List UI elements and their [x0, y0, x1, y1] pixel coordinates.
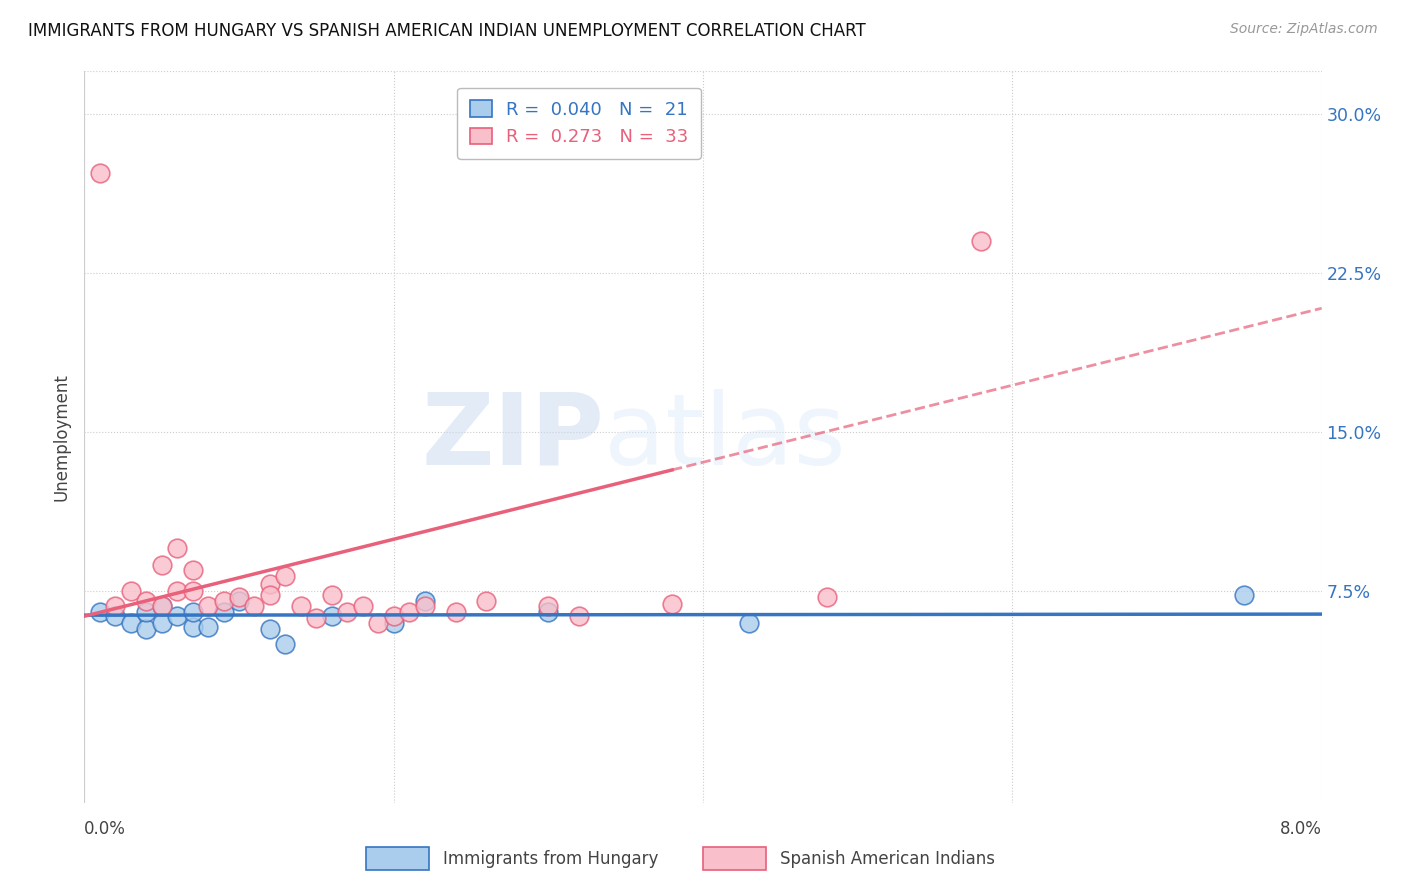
Point — [290, 599, 312, 613]
Text: 8.0%: 8.0% — [1279, 820, 1322, 838]
Point — [382, 609, 405, 624]
Point — [228, 590, 250, 604]
Point — [274, 637, 297, 651]
Point — [181, 583, 204, 598]
Point — [259, 577, 281, 591]
Point — [212, 605, 235, 619]
Point — [259, 622, 281, 636]
Point — [661, 597, 683, 611]
Point — [89, 166, 111, 180]
Point — [228, 594, 250, 608]
Text: Spanish American Indians: Spanish American Indians — [780, 850, 995, 868]
Point — [166, 583, 188, 598]
Point — [537, 599, 560, 613]
Text: Immigrants from Hungary: Immigrants from Hungary — [443, 850, 658, 868]
Point — [352, 599, 374, 613]
Point — [212, 594, 235, 608]
Text: Source: ZipAtlas.com: Source: ZipAtlas.com — [1230, 22, 1378, 37]
Point — [135, 622, 157, 636]
Point — [104, 609, 127, 624]
Point — [738, 615, 761, 630]
Point — [166, 609, 188, 624]
Point — [166, 541, 188, 556]
Point — [181, 563, 204, 577]
Point — [135, 594, 157, 608]
Point — [259, 588, 281, 602]
Point — [398, 605, 420, 619]
Point — [120, 583, 142, 598]
Point — [568, 609, 591, 624]
Point — [120, 615, 142, 630]
Point — [336, 605, 359, 619]
Point — [321, 588, 343, 602]
Point — [181, 605, 204, 619]
Point — [197, 599, 219, 613]
Point — [197, 620, 219, 634]
Text: IMMIGRANTS FROM HUNGARY VS SPANISH AMERICAN INDIAN UNEMPLOYMENT CORRELATION CHAR: IMMIGRANTS FROM HUNGARY VS SPANISH AMERI… — [28, 22, 866, 40]
Point — [150, 599, 173, 613]
Point — [135, 605, 157, 619]
Y-axis label: Unemployment: Unemployment — [52, 373, 70, 501]
Point — [413, 594, 436, 608]
Point — [382, 615, 405, 630]
Point — [475, 594, 498, 608]
Point — [444, 605, 467, 619]
Point — [815, 590, 838, 604]
Point — [89, 605, 111, 619]
Point — [243, 599, 266, 613]
Point — [970, 234, 993, 248]
Text: ZIP: ZIP — [422, 389, 605, 485]
Text: atlas: atlas — [605, 389, 845, 485]
Point — [181, 620, 204, 634]
Point — [150, 615, 173, 630]
Point — [1233, 588, 1256, 602]
Legend: R =  0.040   N =  21, R =  0.273   N =  33: R = 0.040 N = 21, R = 0.273 N = 33 — [457, 87, 702, 159]
Point — [150, 558, 173, 573]
Point — [274, 569, 297, 583]
Point — [413, 599, 436, 613]
Point — [321, 609, 343, 624]
Text: 0.0%: 0.0% — [84, 820, 127, 838]
Point — [367, 615, 389, 630]
Point — [150, 599, 173, 613]
Point — [305, 611, 328, 625]
Point — [537, 605, 560, 619]
Point — [104, 599, 127, 613]
